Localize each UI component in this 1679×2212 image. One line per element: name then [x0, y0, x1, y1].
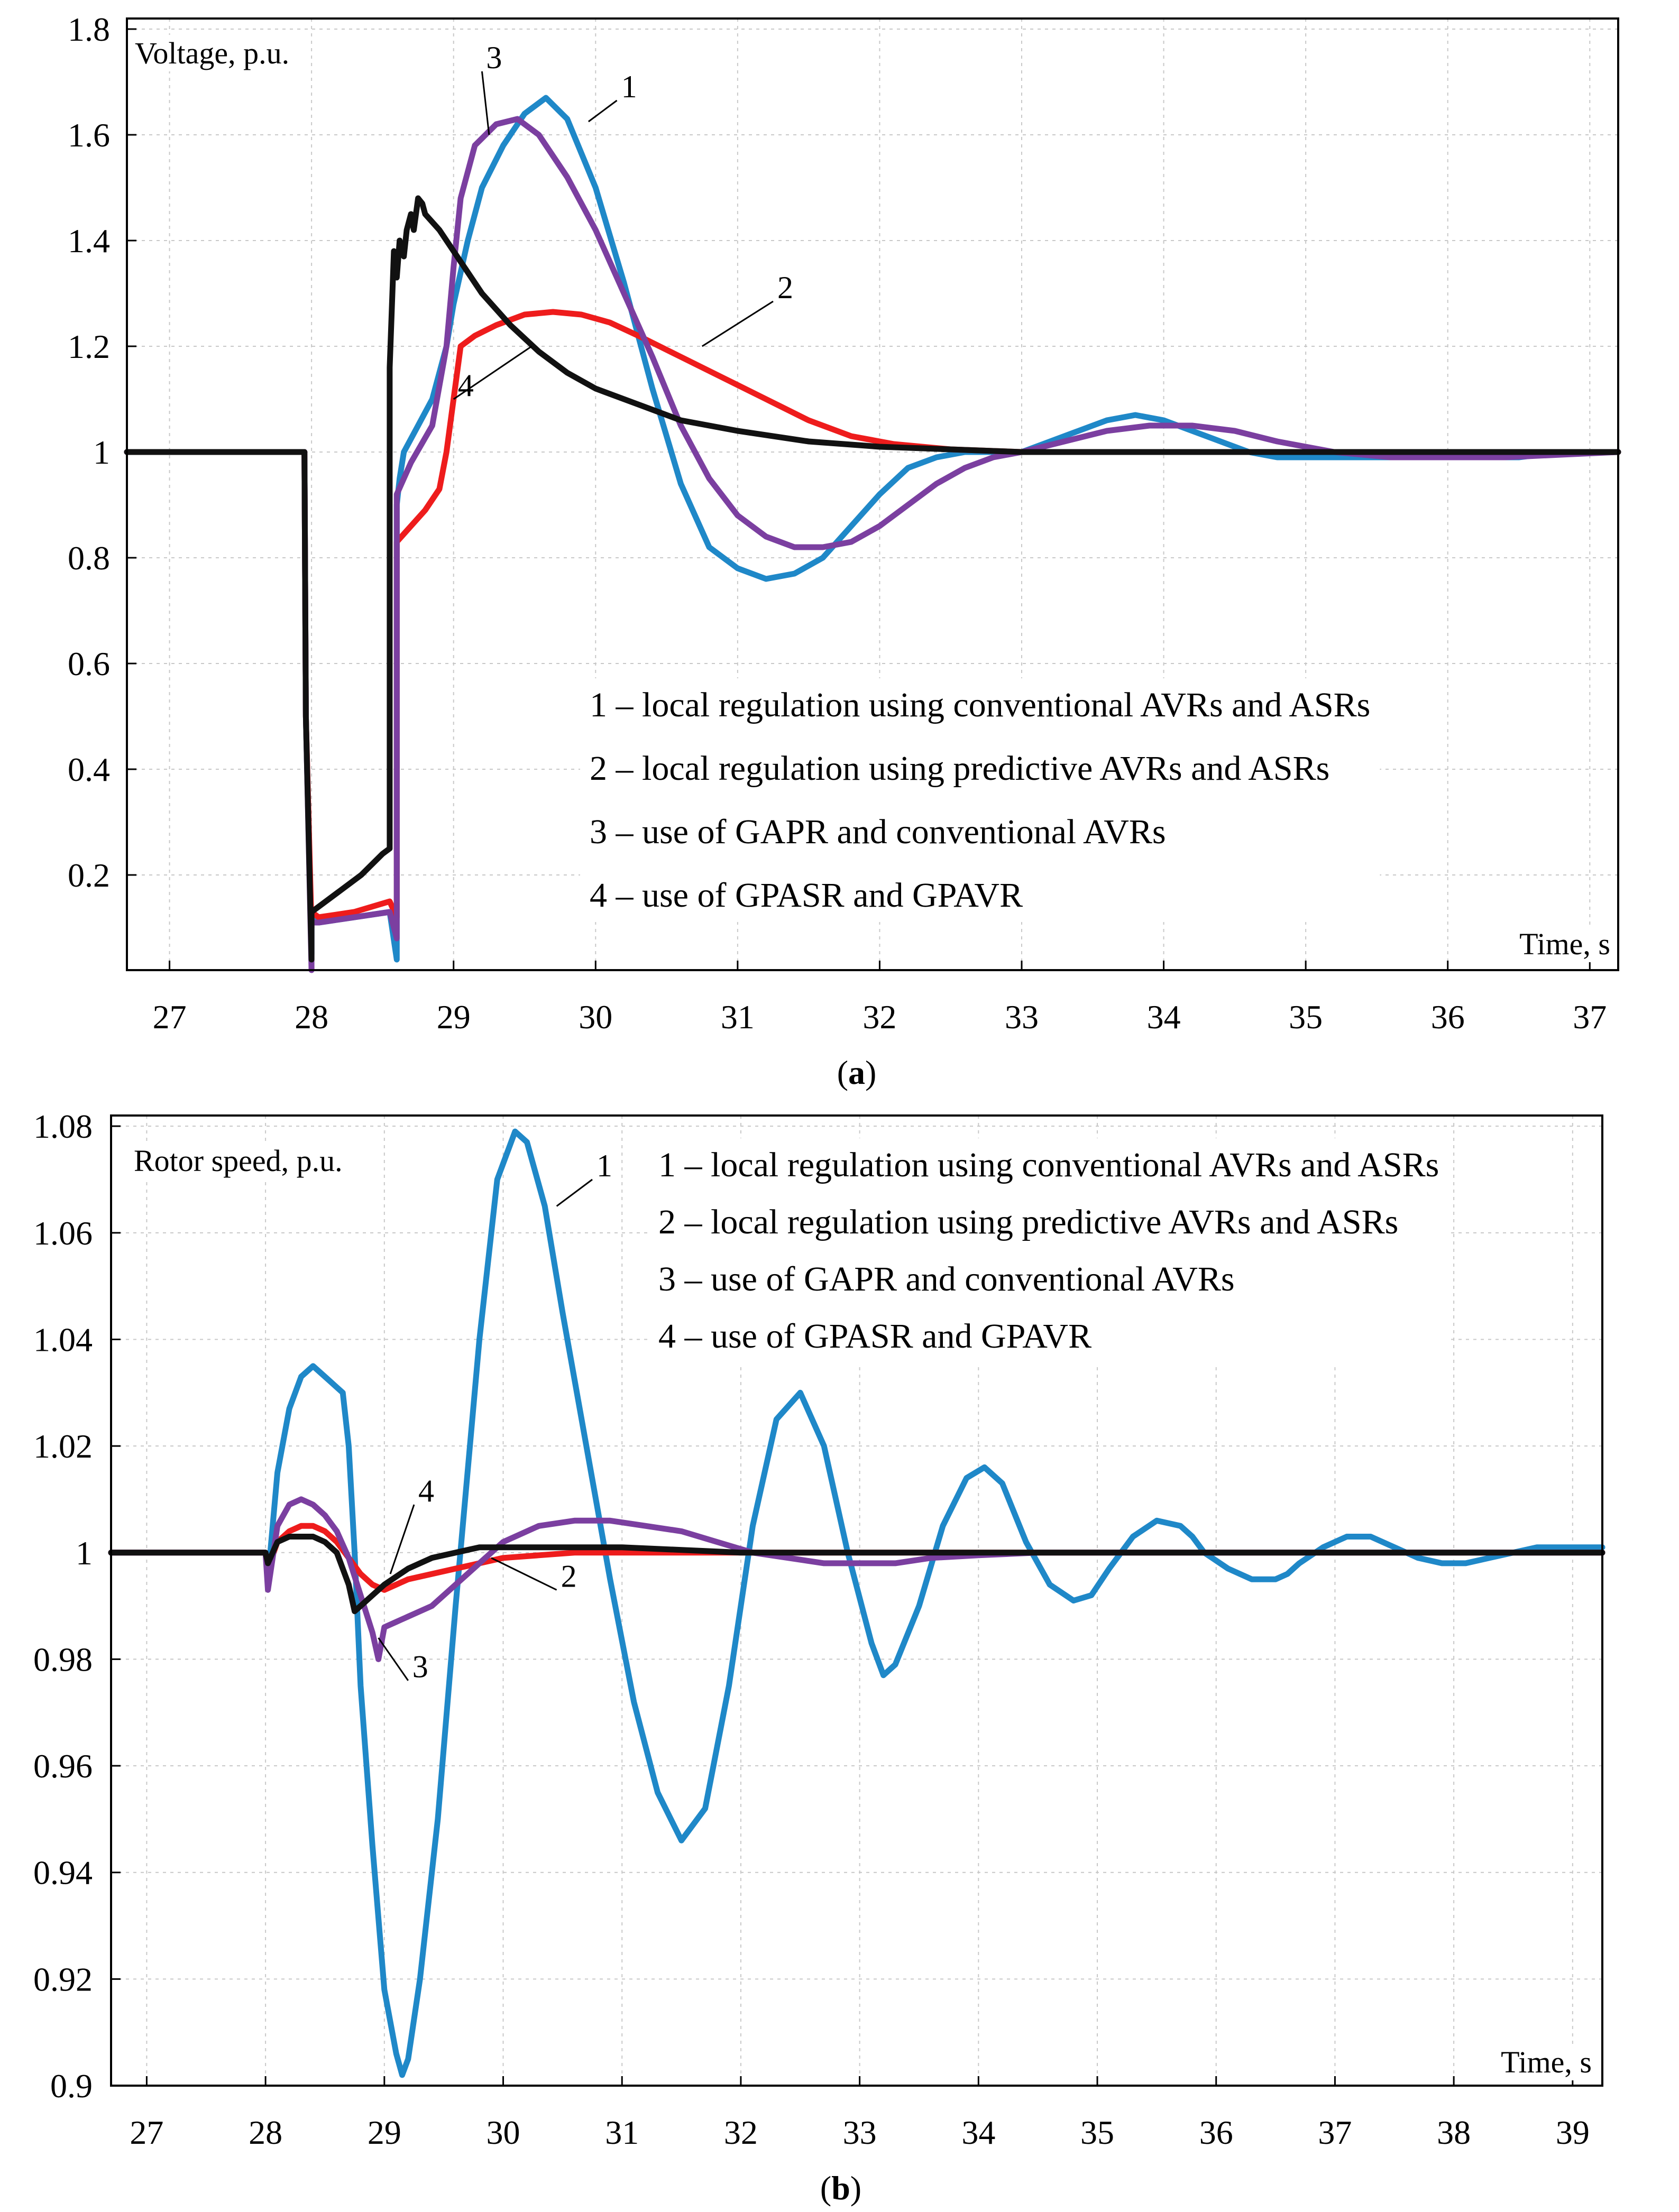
y-tick-label: 0.9: [50, 2067, 93, 2105]
annotation-label: 2: [561, 1559, 577, 1593]
y-tick-label: 0.6: [68, 645, 110, 683]
x-tick-label: 36: [1431, 998, 1465, 1036]
y-tick-label: 1.08: [33, 1108, 93, 1145]
annotation-label: 1: [621, 69, 637, 104]
plot-frame: [126, 17, 1619, 971]
y-tick-label: 0.2: [68, 856, 110, 894]
caption-letter: b: [831, 2169, 850, 2207]
legend-entry-2: 2 – local regulation using predictive AV…: [590, 749, 1329, 788]
x-tick-label: 27: [153, 998, 187, 1036]
y-tick-label: 0.4: [68, 751, 110, 788]
gridlines: [111, 1116, 1602, 2086]
legend: 1 – local regulation using conventional …: [580, 678, 1380, 922]
y-tick-label: 0.94: [33, 1854, 93, 1892]
y-tick-label: 0.92: [33, 1960, 93, 1998]
x-tick-label: 31: [721, 998, 755, 1036]
annotation-label: 2: [777, 270, 793, 305]
series-line-2: [108, 1523, 1605, 1593]
annotation-label: 1: [597, 1148, 612, 1183]
x-tick-label: 34: [1147, 998, 1181, 1036]
legend-entry-3: 3 – use of GAPR and conventional AVRs: [658, 1260, 1235, 1298]
x-tick-label: 36: [1199, 2114, 1233, 2151]
y-tick-label: 0.98: [33, 1640, 93, 1678]
caption-close-paren: ): [850, 2169, 861, 2207]
annotation-leader: [701, 300, 774, 347]
axis-label-background: [131, 1142, 346, 1179]
x-tick-label: 34: [961, 2114, 995, 2151]
y-tick-label: 1: [93, 434, 110, 471]
annotation-leader: [378, 1637, 409, 1681]
x-tick-label: 29: [368, 2114, 401, 2151]
x-tick-label: 30: [579, 998, 612, 1036]
y-axis-label: Rotor speed, p.u.: [134, 1144, 343, 1178]
plot-frame: [110, 1114, 1603, 2087]
axis-label-background: [1498, 2044, 1595, 2080]
y-tick-label: 1.2: [68, 328, 110, 365]
y-tick-label: 1.04: [33, 1321, 93, 1358]
y-tick-label: 0.96: [33, 1747, 93, 1785]
x-tick-label: 32: [863, 998, 896, 1036]
series-line-4: [108, 1534, 1605, 1615]
legend-background: [580, 678, 1380, 922]
caption-open-paren: (: [820, 2169, 831, 2207]
annotation-label: 3: [486, 40, 502, 75]
legend: 1 – local regulation using conventional …: [649, 1138, 1449, 1363]
annotation-leader: [453, 345, 533, 400]
series-line-4: [124, 195, 1621, 963]
series-line-3: [124, 116, 1621, 973]
x-tick-label: 38: [1437, 2114, 1471, 2151]
x-tick-label: 37: [1318, 2114, 1352, 2151]
y-tick-label: 1.02: [33, 1427, 93, 1465]
legend-background: [649, 1138, 1449, 1363]
x-axis-label: Time, s: [1519, 927, 1610, 961]
annotation-label: 4: [418, 1473, 434, 1508]
y-tick-label: 0.8: [68, 539, 110, 577]
x-axis-label: Time, s: [1501, 2045, 1592, 2079]
x-tick-label: 39: [1556, 2114, 1590, 2151]
x-tick-label: 27: [130, 2114, 163, 2151]
legend-entry-1: 1 – local regulation using conventional …: [590, 686, 1370, 724]
x-tick-label: 35: [1080, 2114, 1114, 2151]
annotation-leader: [491, 1557, 557, 1591]
caption-open-paren: (: [837, 1054, 848, 1091]
panel-caption: (b): [820, 2169, 861, 2207]
annotation-leader: [389, 1504, 415, 1574]
annotation-leader: [588, 99, 618, 123]
panel-caption: (a): [837, 1054, 877, 1091]
legend-entry-3: 3 – use of GAPR and conventional AVRs: [590, 813, 1166, 851]
voltage-chart-panel-a: 27 28 29 30 31 32 33 34 35 36 370.20.40.60.811.21.…: [68, 11, 1621, 1091]
y-tick-label: 1.06: [33, 1214, 93, 1252]
y-tick-label: 1: [76, 1534, 93, 1572]
y-tick-label: 1.8: [68, 11, 110, 48]
annotation-leader: [556, 1178, 593, 1207]
caption-close-paren: ): [865, 1054, 876, 1091]
x-tick-label: 31: [605, 2114, 639, 2151]
axis-label-background: [1516, 926, 1613, 962]
annotation-leader: [481, 71, 490, 135]
y-tick-label: 1.4: [68, 222, 110, 260]
x-tick-label: 33: [1005, 998, 1039, 1036]
annotation-label: 3: [412, 1649, 428, 1684]
legend-entry-2: 2 – local regulation using predictive AV…: [658, 1203, 1398, 1241]
axis-label-background: [132, 35, 293, 71]
x-tick-label: 28: [295, 998, 328, 1036]
x-tick-label: 30: [487, 2114, 520, 2151]
rotor-speed-chart-panel-b: 27 28 29 30 31 32 33 34 35 36 37 38 390.90.920.940.9…: [33, 1108, 1605, 2207]
x-tick-label: 35: [1289, 998, 1323, 1036]
legend-entry-1: 1 – local regulation using conventional …: [658, 1146, 1439, 1184]
x-tick-label: 28: [249, 2114, 282, 2151]
caption-letter: a: [848, 1054, 865, 1091]
x-tick-label: 37: [1573, 998, 1607, 1036]
x-tick-label: 32: [724, 2114, 758, 2151]
y-tick-label: 1.6: [68, 116, 110, 154]
y-axis-label: Voltage, p.u.: [135, 36, 289, 70]
annotation-label: 4: [458, 368, 474, 403]
legend-entry-4: 4 – use of GPASR and GPAVR: [658, 1317, 1091, 1356]
x-tick-label: 33: [843, 2114, 877, 2151]
x-tick-label: 29: [437, 998, 471, 1036]
legend-entry-4: 4 – use of GPASR and GPAVR: [590, 876, 1023, 915]
